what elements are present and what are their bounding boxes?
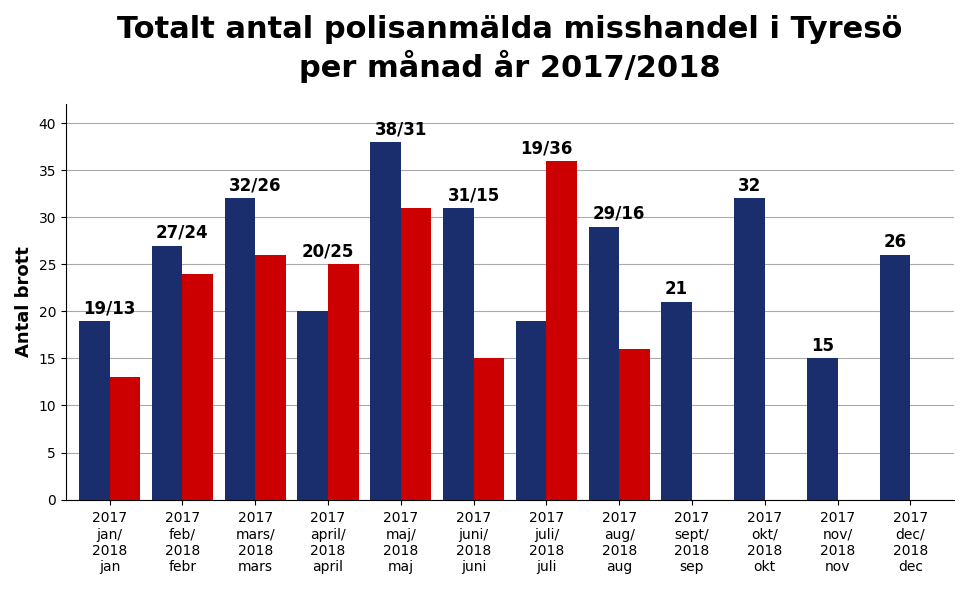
Text: 19/13: 19/13 [83,299,136,317]
Bar [807,359,837,499]
Bar [880,255,910,499]
Bar [474,359,504,499]
Y-axis label: Antal brott: Antal brott [15,247,33,358]
Bar [182,274,213,499]
Bar [547,161,577,499]
Bar [588,227,619,499]
Bar [328,264,359,499]
Bar [297,312,328,499]
Text: 20/25: 20/25 [301,243,354,260]
Bar [619,349,650,499]
Bar [735,198,765,499]
Bar [443,208,474,499]
Bar [401,208,431,499]
Text: 32: 32 [737,177,761,195]
Text: 26: 26 [884,233,907,251]
Text: 29/16: 29/16 [593,205,645,223]
Text: 31/15: 31/15 [448,186,500,204]
Bar [109,378,141,499]
Text: 19/36: 19/36 [520,139,573,157]
Bar [370,142,401,499]
Bar [255,255,286,499]
Text: 21: 21 [665,280,688,298]
Text: 38/31: 38/31 [375,120,427,138]
Bar [152,246,182,499]
Text: 27/24: 27/24 [156,224,208,241]
Title: Totalt antal polisanmälda misshandel i Tyresö
per månad år 2017/2018: Totalt antal polisanmälda misshandel i T… [117,15,903,82]
Bar [225,198,255,499]
Bar [662,302,692,499]
Bar [516,321,547,499]
Text: 15: 15 [811,337,833,355]
Text: 32/26: 32/26 [229,177,281,195]
Bar [79,321,109,499]
